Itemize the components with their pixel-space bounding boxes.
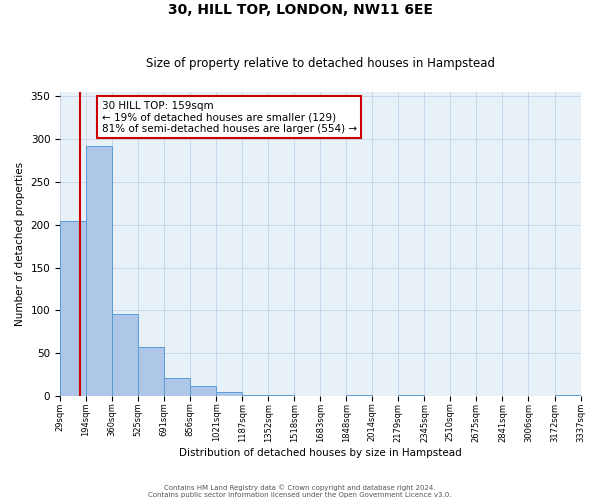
Text: 30 HILL TOP: 159sqm
← 19% of detached houses are smaller (129)
81% of semi-detac: 30 HILL TOP: 159sqm ← 19% of detached ho… xyxy=(101,100,357,134)
Bar xyxy=(138,346,164,397)
Bar xyxy=(190,386,216,396)
Bar xyxy=(86,146,112,396)
Text: Contains HM Land Registry data © Crown copyright and database right 2024.: Contains HM Land Registry data © Crown c… xyxy=(164,484,436,491)
Bar xyxy=(164,378,190,396)
Bar xyxy=(554,394,581,396)
Text: Contains public sector information licensed under the Open Government Licence v3: Contains public sector information licen… xyxy=(148,492,452,498)
Bar xyxy=(242,394,268,396)
Text: 30, HILL TOP, LONDON, NW11 6EE: 30, HILL TOP, LONDON, NW11 6EE xyxy=(167,2,433,16)
Bar xyxy=(60,221,86,396)
Y-axis label: Number of detached properties: Number of detached properties xyxy=(15,162,25,326)
Bar xyxy=(112,314,138,396)
Title: Size of property relative to detached houses in Hampstead: Size of property relative to detached ho… xyxy=(146,56,495,70)
Bar xyxy=(216,392,242,396)
X-axis label: Distribution of detached houses by size in Hampstead: Distribution of detached houses by size … xyxy=(179,448,461,458)
